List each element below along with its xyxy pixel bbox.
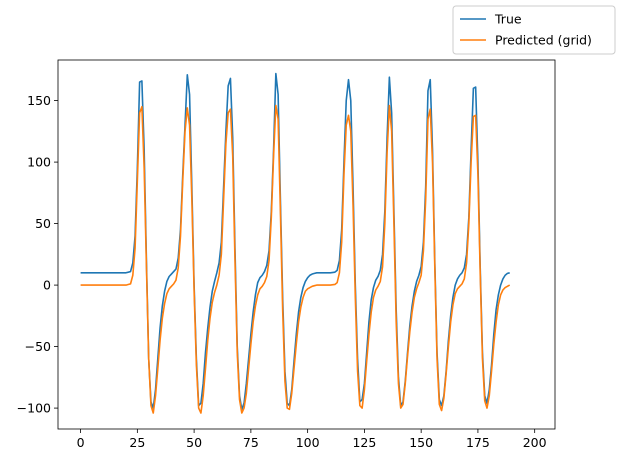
y-tick-label: 100 — [27, 155, 51, 170]
x-tick-label: 0 — [77, 435, 85, 450]
x-tick-label: 50 — [186, 435, 202, 450]
x-tick-label: 175 — [466, 435, 490, 450]
plot-frame — [57, 59, 556, 430]
y-tick-label: 0 — [43, 278, 51, 293]
x-tick-label: 25 — [129, 435, 145, 450]
x-tick-label: 125 — [352, 435, 376, 450]
x-tick-label: 100 — [296, 435, 320, 450]
legend-label-true: True — [494, 12, 522, 27]
x-tick-label: 200 — [523, 435, 547, 450]
legend-label-predicted: Predicted (grid) — [495, 33, 592, 48]
x-tick-label: 150 — [409, 435, 433, 450]
y-tick-label: 150 — [27, 93, 51, 108]
y-tick-label: 50 — [35, 216, 51, 231]
series-line-predicted — [80, 104, 511, 414]
y-tick-label: −100 — [17, 401, 51, 416]
legend-box — [452, 5, 616, 55]
y-tick-label: −50 — [25, 339, 51, 354]
x-tick-label: 75 — [243, 435, 259, 450]
